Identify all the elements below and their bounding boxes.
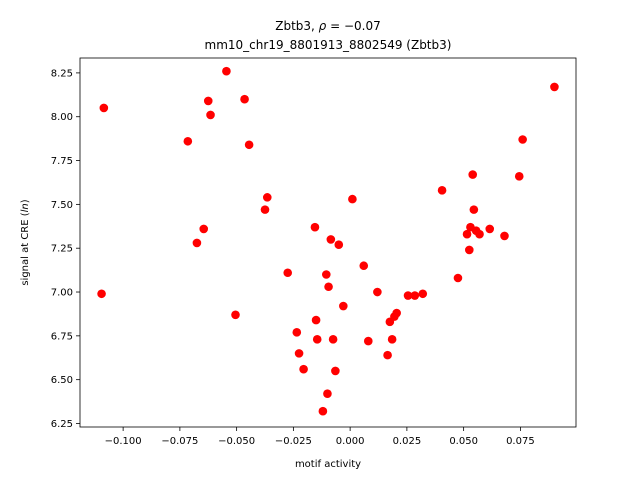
y-axis-label-suffix: ) bbox=[20, 199, 31, 203]
data-point-52 bbox=[514, 172, 524, 181]
x-axis: −0.100 −0.075 −0.050 −0.025 0.000 0.025 0.050 0… bbox=[105, 427, 535, 447]
data-point-29 bbox=[348, 194, 357, 204]
x-tick-label-4: 0.000 bbox=[336, 436, 365, 447]
data-point-9 bbox=[240, 94, 249, 104]
data-point-28 bbox=[339, 301, 348, 311]
x-tick-label-5: 0.025 bbox=[393, 436, 422, 447]
x-tick-label-7: 0.075 bbox=[506, 436, 535, 447]
data-point-7 bbox=[222, 66, 231, 76]
data-point-30 bbox=[359, 261, 369, 271]
x-tick-label-1: −0.075 bbox=[161, 436, 198, 447]
data-point-15 bbox=[294, 349, 304, 358]
data-point-40 bbox=[418, 289, 428, 299]
y-tick-label-0: 6.25 bbox=[51, 419, 73, 430]
data-point-27 bbox=[334, 240, 344, 249]
data-point-49 bbox=[475, 229, 484, 239]
data-point-3 bbox=[192, 238, 202, 248]
data-point-1 bbox=[99, 103, 109, 113]
data-point-43 bbox=[462, 229, 472, 239]
points-layer bbox=[97, 66, 559, 416]
y-axis-label-prefix: signal at CRE ( bbox=[20, 212, 31, 285]
y-tick-label-5: 7.50 bbox=[51, 200, 73, 211]
x-tick-label-0: −0.100 bbox=[105, 436, 142, 447]
title-gene: Zbtb3, bbox=[275, 19, 318, 33]
x-tick-label-2: −0.050 bbox=[218, 436, 255, 447]
data-point-21 bbox=[322, 270, 331, 279]
data-point-44 bbox=[465, 245, 474, 255]
y-tick-label-8: 8.25 bbox=[51, 68, 73, 79]
data-point-25 bbox=[328, 335, 338, 344]
data-point-37 bbox=[392, 308, 401, 318]
data-point-32 bbox=[373, 287, 382, 297]
title-rho-value: = −0.07 bbox=[326, 19, 380, 33]
y-tick-label-1: 6.50 bbox=[51, 375, 73, 386]
data-point-46 bbox=[468, 170, 478, 179]
data-point-2 bbox=[183, 136, 193, 146]
data-point-50 bbox=[485, 224, 495, 234]
data-point-35 bbox=[387, 335, 397, 344]
x-tick-label-3: −0.025 bbox=[275, 436, 312, 447]
data-point-10 bbox=[244, 140, 254, 150]
data-point-41 bbox=[437, 186, 447, 195]
data-point-33 bbox=[383, 350, 392, 360]
y-axis: 6.25 6.50 6.75 7.00 7.25 7.50 7.75 8.00 8.25 bbox=[51, 68, 80, 430]
data-point-51 bbox=[500, 231, 509, 241]
data-point-31 bbox=[363, 336, 373, 346]
title-rho-symbol: ρ bbox=[319, 19, 327, 33]
data-point-5 bbox=[203, 96, 213, 106]
x-axis-label: motif activity bbox=[295, 459, 361, 470]
data-point-4 bbox=[199, 224, 209, 234]
y-tick-label-6: 7.75 bbox=[51, 156, 73, 167]
data-point-19 bbox=[312, 335, 322, 344]
y-tick-label-7: 8.00 bbox=[51, 112, 73, 123]
data-point-6 bbox=[206, 110, 215, 120]
data-point-24 bbox=[326, 235, 336, 244]
data-point-8 bbox=[231, 310, 240, 320]
data-point-13 bbox=[283, 268, 293, 278]
data-point-0 bbox=[97, 289, 106, 299]
x-tick-label-6: 0.050 bbox=[449, 436, 478, 447]
data-point-23 bbox=[324, 282, 333, 292]
data-point-14 bbox=[292, 328, 302, 337]
data-point-38 bbox=[403, 291, 413, 300]
data-point-39 bbox=[410, 291, 420, 300]
data-point-17 bbox=[310, 222, 320, 232]
y-axis-label-italic: ln bbox=[20, 203, 31, 212]
y-axis-label: signal at CRE (ln) bbox=[20, 199, 31, 285]
data-point-53 bbox=[518, 135, 527, 144]
y-tick-label-4: 7.25 bbox=[51, 244, 73, 255]
y-tick-label-3: 7.00 bbox=[51, 288, 73, 299]
data-point-12 bbox=[262, 193, 272, 202]
data-point-47 bbox=[469, 205, 479, 214]
chart-title-line1: Zbtb3, ρ = −0.07 bbox=[275, 19, 381, 33]
plot-frame bbox=[79, 57, 577, 428]
data-point-22 bbox=[323, 389, 332, 398]
data-point-11 bbox=[260, 205, 270, 214]
data-point-42 bbox=[453, 273, 463, 283]
chart-title-line2: mm10_chr19_8801913_8802549 (Zbtb3) bbox=[205, 38, 452, 52]
y-tick-label-2: 6.75 bbox=[51, 331, 73, 342]
data-point-54 bbox=[550, 82, 559, 92]
data-point-26 bbox=[331, 366, 340, 376]
data-point-16 bbox=[299, 364, 308, 374]
data-point-18 bbox=[311, 315, 321, 325]
data-point-20 bbox=[318, 406, 328, 416]
